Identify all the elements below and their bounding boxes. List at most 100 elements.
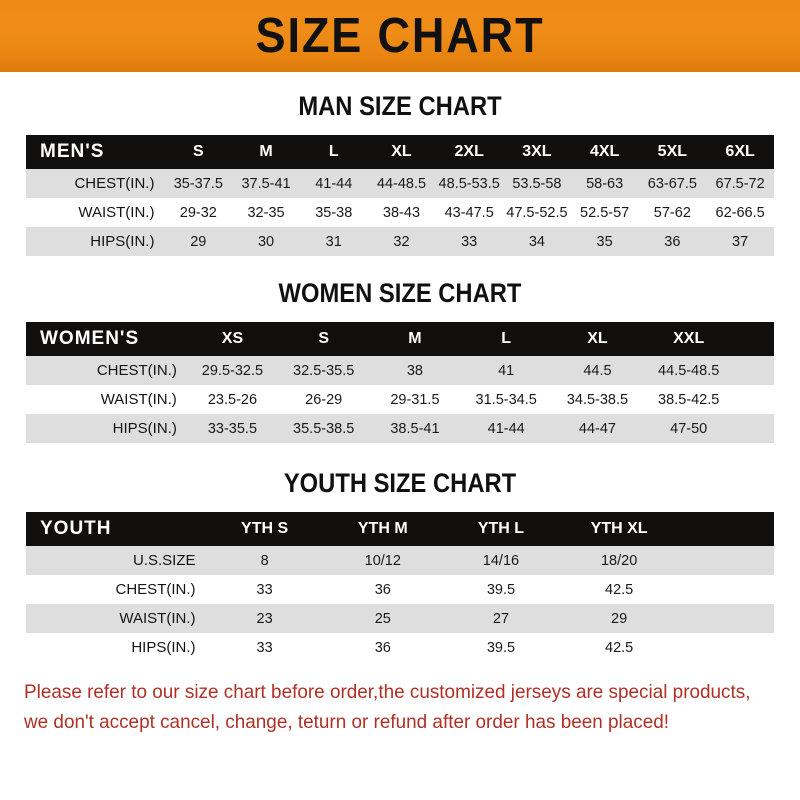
table-cell: 34	[503, 227, 571, 256]
youth-size-table: YOUTH YTH S YTH M YTH L YTH XL U.S.SIZE 8 10/12…	[26, 512, 774, 662]
man-row-label: HIPS(IN.)	[26, 227, 165, 256]
table-cell: 31.5-34.5	[460, 385, 552, 414]
women-size-table: WOMEN'S XS S M L XL XXL CHEST(IN.) 29.5-32.5 32.5…	[26, 322, 774, 443]
youth-row-label: WAIST(IN.)	[26, 604, 206, 633]
table-cell: 25	[323, 604, 442, 633]
table-cell: 38.5-42.5	[643, 385, 735, 414]
youth-column-header: YTH M	[357, 520, 408, 537]
section-title-youth: YOUTH SIZE CHART	[283, 468, 517, 498]
table-cell: 37.5-41	[232, 169, 300, 198]
table-cell: 62-66.5	[706, 198, 774, 227]
youth-size-table-wrap: YOUTH YTH S YTH M YTH L YTH XL U.S.SIZE 8 10/12…	[26, 512, 774, 662]
table-cell: 36	[323, 633, 442, 662]
table-cell: 33	[205, 575, 324, 604]
man-size-table-wrap: MEN'S S M L XL 2XL 3XL 4XL 5XL 6XL CHEST(IN.) 35-37…	[26, 135, 774, 256]
man-column-header: 3XL	[522, 143, 552, 160]
table-cell: 32-35	[232, 198, 300, 227]
women-column-header: XS	[221, 330, 244, 347]
man-header-row: MEN'S S M L XL 2XL 3XL 4XL 5XL 6XL	[26, 135, 774, 169]
table-cell: 33-35.5	[186, 414, 279, 443]
table-cell: 35-38	[299, 198, 368, 227]
man-column-header: 6XL	[725, 143, 755, 160]
order-policy-note: Please refer to our size chart before or…	[24, 678, 753, 737]
table-row: WAIST(IN.) 29-32 32-35 35-38 38-43 43-47.5 47.…	[26, 198, 774, 227]
table-cell: 32	[367, 227, 436, 256]
table-cell: 23.5-26	[186, 385, 279, 414]
table-cell: 38	[369, 356, 461, 385]
table-cell-filler	[678, 575, 774, 604]
table-cell: 32.5-35.5	[278, 356, 370, 385]
table-cell: 26-29	[278, 385, 370, 414]
table-cell: 42.5	[560, 633, 679, 662]
page-banner: SIZE CHART	[0, 0, 800, 72]
man-size-table: MEN'S S M L XL 2XL 3XL 4XL 5XL 6XL CHEST(IN.) 35-37…	[26, 135, 774, 256]
man-row-label: WAIST(IN.)	[26, 198, 165, 227]
youth-row-label: U.S.SIZE	[26, 546, 206, 575]
women-header-filler	[734, 322, 774, 356]
table-cell: 44.5	[551, 356, 644, 385]
youth-header-filler	[678, 512, 774, 546]
table-cell: 33	[205, 633, 324, 662]
man-column-header: 5XL	[657, 143, 688, 160]
section-title-women: WOMEN SIZE CHART	[278, 278, 522, 308]
table-row: HIPS(IN.) 33 36 39.5 42.5	[26, 633, 774, 662]
table-row: HIPS(IN.) 29 30 31 32 33 34 35 36 37	[26, 227, 774, 256]
women-column-header: XXL	[673, 330, 705, 347]
table-cell: 44-47	[551, 414, 644, 443]
table-cell: 35	[570, 227, 639, 256]
table-cell: 57-62	[638, 198, 707, 227]
man-column-header: S	[192, 143, 204, 160]
page-title: SIZE CHART	[255, 8, 545, 63]
table-row: CHEST(IN.) 29.5-32.5 32.5-35.5 38 41 44.5 44.5…	[26, 356, 774, 385]
table-row: WAIST(IN.) 23 25 27 29	[26, 604, 774, 633]
table-cell: 36	[638, 227, 707, 256]
youth-row-label: HIPS(IN.)	[26, 633, 206, 662]
table-cell: 33	[435, 227, 504, 256]
women-header-row: WOMEN'S XS S M L XL XXL	[26, 322, 774, 356]
table-cell: 35.5-38.5	[278, 414, 370, 443]
youth-column-header: YTH L	[477, 520, 525, 537]
table-cell: 63-67.5	[638, 169, 707, 198]
table-cell: 47.5-52.5	[503, 198, 571, 227]
man-column-header: 4XL	[589, 143, 620, 160]
table-cell: 29-32	[164, 198, 233, 227]
table-cell-filler	[734, 356, 774, 385]
table-cell-filler	[734, 414, 774, 443]
table-cell: 10/12	[323, 546, 442, 575]
table-cell: 36	[323, 575, 442, 604]
order-policy-note-line2: we don't accept cancel, change, teturn o…	[24, 710, 670, 733]
table-cell: 48.5-53.5	[435, 169, 504, 198]
table-row: HIPS(IN.) 33-35.5 35.5-38.5 38.5-41 41-44 44-…	[26, 414, 774, 443]
youth-row-label-header: YOUTH	[40, 518, 112, 539]
table-cell: 41-44	[299, 169, 368, 198]
table-cell: 52.5-57	[570, 198, 639, 227]
women-column-header: XL	[587, 330, 608, 347]
table-cell: 39.5	[441, 633, 561, 662]
table-cell: 53.5-58	[503, 169, 571, 198]
table-cell: 35-37.5	[164, 169, 233, 198]
man-row-label-header: MEN'S	[40, 141, 105, 162]
table-cell: 44.5-48.5	[643, 356, 735, 385]
table-cell-filler	[678, 546, 774, 575]
table-cell: 27	[441, 604, 561, 633]
table-cell: 29.5-32.5	[186, 356, 279, 385]
table-cell-filler	[678, 633, 774, 662]
man-column-header: 2XL	[454, 143, 484, 160]
man-column-header: M	[259, 143, 273, 160]
table-cell: 43-47.5	[435, 198, 504, 227]
table-cell: 38.5-41	[369, 414, 461, 443]
youth-header-row: YOUTH YTH S YTH M YTH L YTH XL	[26, 512, 774, 546]
table-cell: 58-63	[570, 169, 639, 198]
table-cell: 67.5-72	[706, 169, 774, 198]
table-cell: 29-31.5	[369, 385, 461, 414]
table-cell: 30	[232, 227, 300, 256]
table-cell: 18/20	[560, 546, 679, 575]
table-cell: 29	[560, 604, 679, 633]
women-row-label: HIPS(IN.)	[26, 414, 187, 443]
women-row-label: CHEST(IN.)	[26, 356, 187, 385]
women-column-header: S	[318, 330, 330, 347]
table-cell: 38-43	[367, 198, 436, 227]
table-cell: 31	[299, 227, 368, 256]
table-cell: 8	[205, 546, 324, 575]
